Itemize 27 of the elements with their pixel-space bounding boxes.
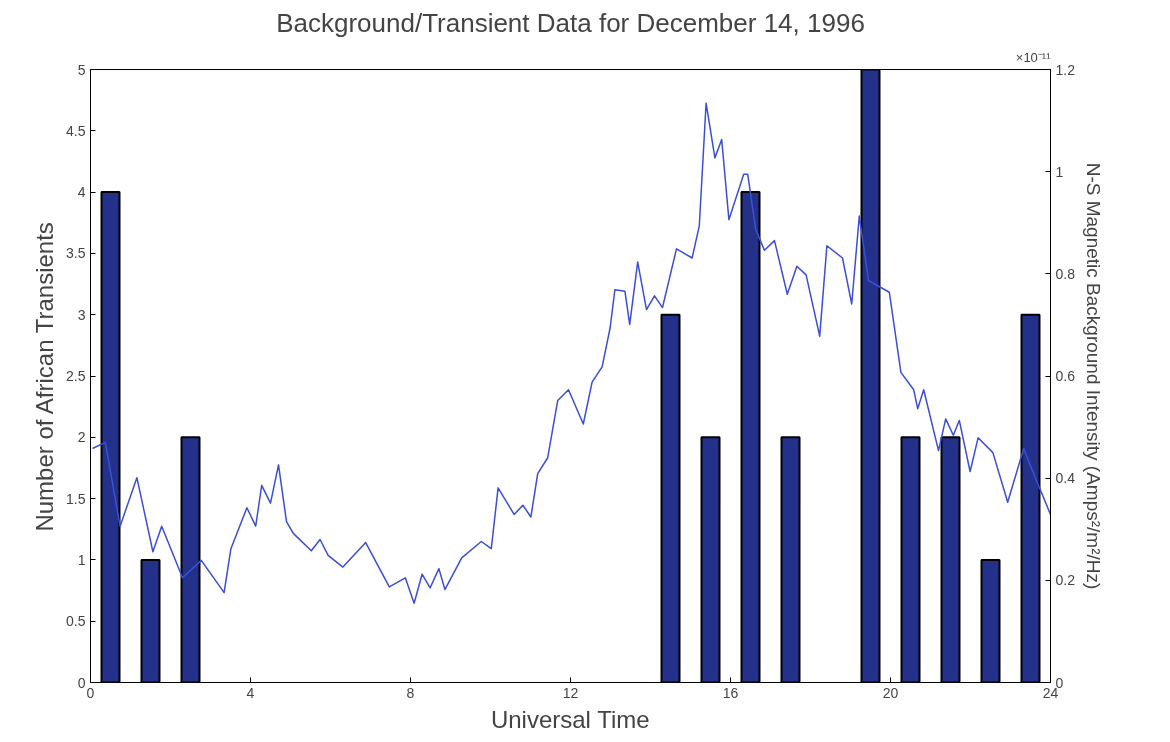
y-tick-label: 1.5	[66, 490, 86, 507]
y2-tick-label: 0.8	[1055, 265, 1076, 282]
y-tick-label: 4.5	[66, 122, 86, 139]
y2-tick-label: 0.4	[1055, 470, 1076, 487]
x-tick-label: 12	[562, 684, 579, 701]
y-tick-label: 0.5	[66, 613, 86, 630]
x-axis-title: Universal Time	[490, 705, 650, 733]
line-series	[91, 102, 1051, 605]
y-tick-label: 4	[77, 184, 86, 201]
y2-axis-title: N-S Magnetic Background Intensity (Amps²/m²/Hz)	[1082, 162, 1104, 590]
x-tick-label: 8	[406, 684, 415, 701]
y-tick-label: 3	[77, 306, 86, 323]
x-tick-label: 16	[722, 684, 739, 701]
y-tick-label: 2	[77, 429, 86, 446]
chart-title: Background/Transient Data for December 14, 1996	[276, 7, 865, 38]
y-axis-title: Number of African Transients	[31, 222, 59, 532]
text: ×10⁻¹¹	[1015, 49, 1052, 65]
y-tick-label: 3.5	[66, 245, 86, 262]
y2-tick-label: 0.2	[1055, 572, 1076, 589]
y-tick-label: 5	[77, 61, 86, 78]
y-tick-label: 2.5	[66, 368, 86, 384]
y2-tick-label: 0.6	[1055, 368, 1076, 384]
y-tick-label: 1	[77, 551, 86, 568]
y2-tick-label: 1.2	[1055, 61, 1076, 78]
x-tick-label: 4	[246, 684, 255, 701]
y2-tick-label: 1	[1055, 163, 1064, 180]
x-tick-label: 20	[882, 684, 899, 701]
